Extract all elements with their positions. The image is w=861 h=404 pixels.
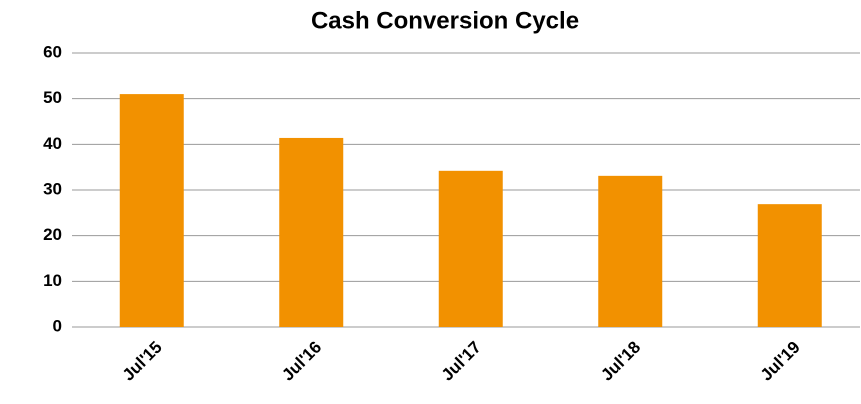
- y-tick-label: 40: [43, 134, 62, 153]
- bar: [598, 175, 663, 327]
- x-tick-label: Jul'17: [438, 338, 485, 385]
- chart-title: Cash Conversion Cycle: [311, 7, 579, 34]
- x-tick-label: Jul'15: [119, 338, 166, 385]
- bar: [279, 137, 344, 327]
- x-tick-label: Jul'16: [278, 338, 325, 385]
- bar: [438, 170, 503, 327]
- y-tick-label: 0: [53, 316, 62, 335]
- bar: [757, 204, 822, 327]
- y-tick-label: 20: [43, 225, 62, 244]
- y-tick-label: 60: [43, 42, 62, 61]
- x-tick-label: Jul'18: [597, 338, 644, 385]
- y-tick-label: 50: [43, 88, 62, 107]
- bar: [119, 94, 184, 327]
- x-tick-label: Jul'19: [757, 338, 804, 385]
- y-tick-label: 10: [43, 271, 62, 290]
- y-tick-label: 30: [43, 179, 62, 198]
